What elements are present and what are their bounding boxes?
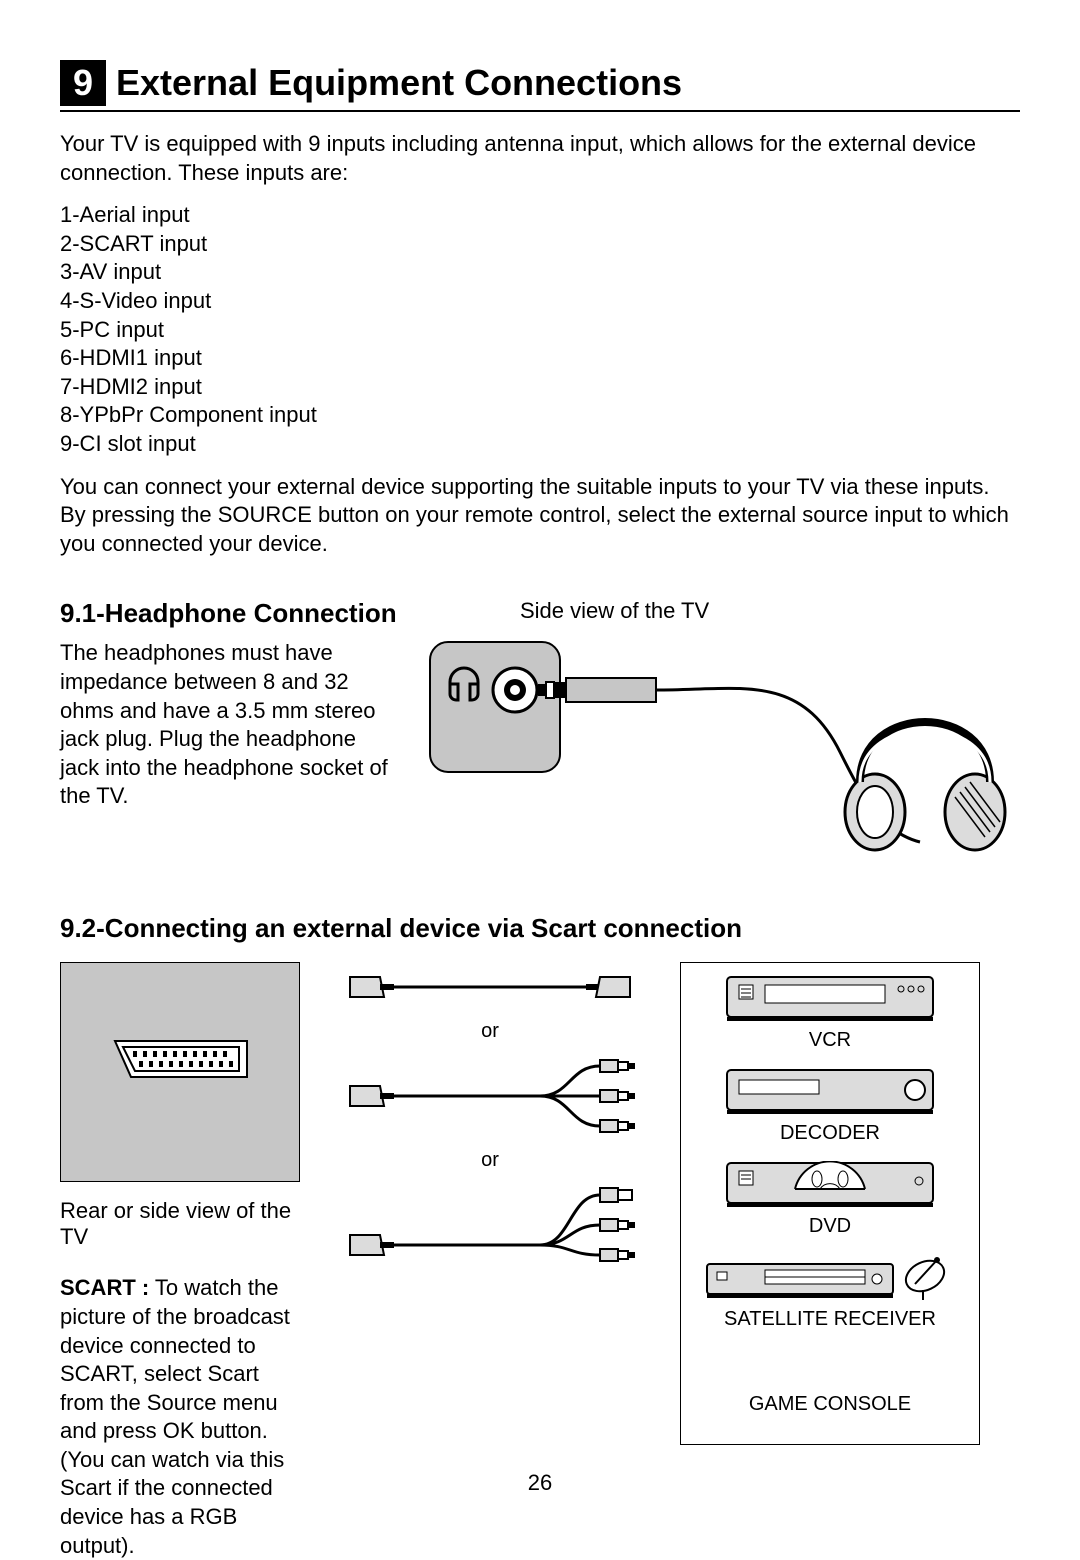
scart-to-rca3-cable-icon [340,1051,640,1141]
input-item: 7-HDMI2 input [60,373,1020,402]
input-item: 1-Aerial input [60,201,1020,230]
device-label-satellite: SATELLITE RECEIVER [724,1308,936,1331]
headphone-diagram-icon [420,632,1020,872]
source-instruction: You can connect your external device sup… [60,473,1020,559]
devices-column: VCR DECODER DVD [680,962,980,1445]
section-title: External Equipment Connections [116,62,682,104]
vcr-device-icon [725,975,935,1023]
device-label-dvd: DVD [809,1215,851,1238]
satellite-device-icon [705,1254,955,1302]
scart-cable-icon [340,962,640,1012]
input-item: 8-YPbPr Component input [60,401,1020,430]
headphone-text: The headphones must have impedance betwe… [60,639,400,811]
input-item: 6-HDMI1 input [60,344,1020,373]
rear-view-label: Rear or side view of the TV [60,1198,300,1250]
headphone-section: 9.1-Headphone Connection The headphones … [60,598,1020,877]
intro-text: Your TV is equipped with 9 inputs includ… [60,130,1020,187]
page-number: 26 [0,1470,1080,1496]
cables-column: or or [330,962,650,1270]
headphone-figure: Side view of the TV [420,598,1020,877]
device-label-vcr: VCR [809,1029,851,1052]
input-list: 1-Aerial input 2-SCART input 3-AV input … [60,201,1020,458]
scart-note-bold: SCART : [60,1275,149,1300]
or-label-2: or [481,1149,499,1172]
section-header: 9 External Equipment Connections [60,60,1020,112]
scart-note-text: To watch the picture of the broadcast de… [60,1275,290,1557]
scart-title: 9.2-Connecting an external device via Sc… [60,913,1020,944]
scart-to-svideo-rca-cable-icon [340,1180,640,1270]
decoder-device-icon [725,1068,935,1116]
section-number-box: 9 [60,60,106,106]
or-label-1: or [481,1020,499,1043]
input-item: 4-S-Video input [60,287,1020,316]
input-item: 5-PC input [60,316,1020,345]
input-item: 3-AV input [60,258,1020,287]
headphone-title: 9.1-Headphone Connection [60,598,400,629]
dvd-device-icon [725,1161,935,1209]
scart-port-icon [113,1039,249,1079]
device-label-decoder: DECODER [780,1122,880,1145]
device-label-game: GAME CONSOLE [749,1393,911,1416]
input-item: 2-SCART input [60,230,1020,259]
input-item: 9-CI slot input [60,430,1020,459]
side-view-label: Side view of the TV [520,598,1020,624]
scart-note: SCART : To watch the picture of the broa… [60,1274,300,1560]
